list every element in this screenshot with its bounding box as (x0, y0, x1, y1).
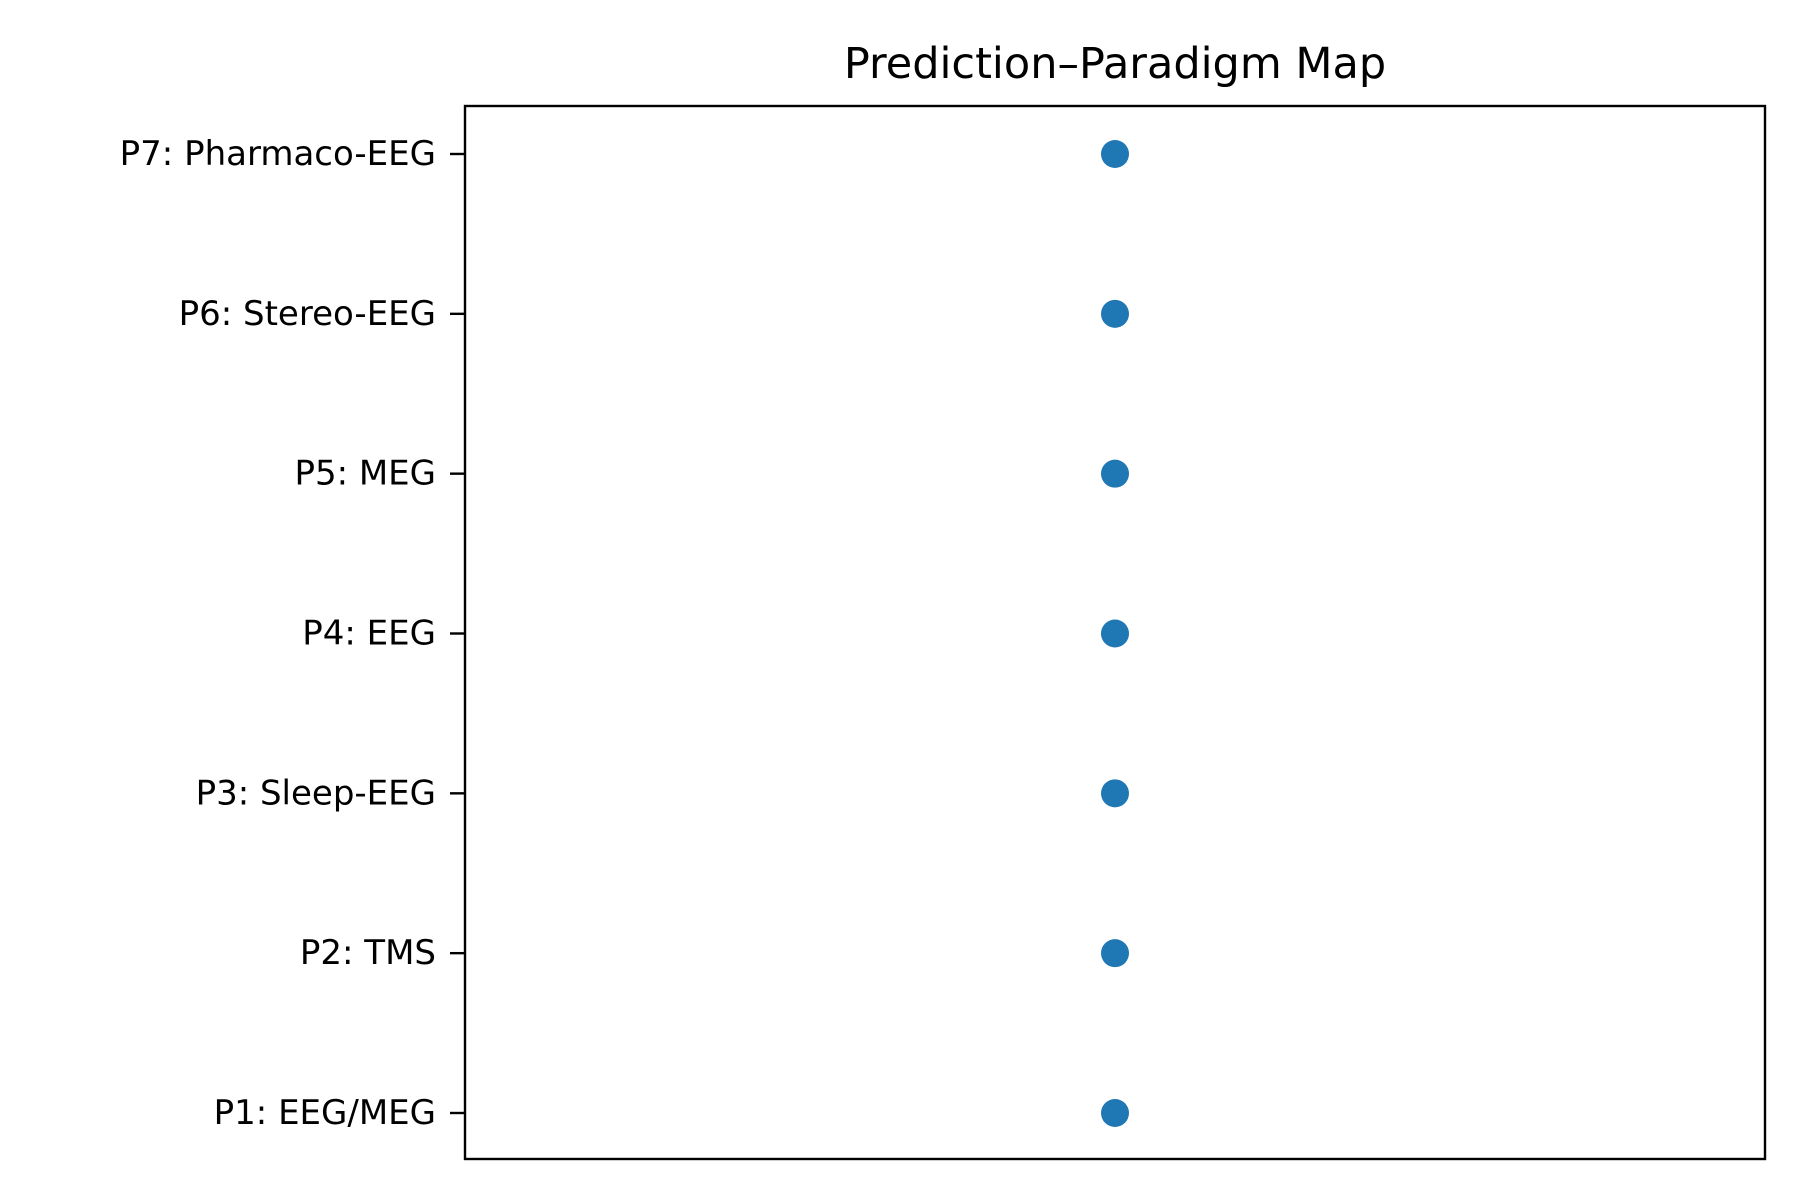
y-tick-label: P5: MEG (294, 454, 436, 494)
y-tick-label: P7: Pharmaco-EEG (120, 134, 436, 174)
y-tick-label: P4: EEG (302, 614, 436, 654)
scatter-point (1101, 939, 1129, 968)
scatter-point (1101, 299, 1129, 328)
y-tick-label: P6: Stereo-EEG (179, 294, 436, 334)
y-axis-tick-labels: P1: EEG/MEG P2: TMS P3: Sleep-EEG P4: EEG P5… (120, 134, 436, 1133)
scatter-point (1101, 140, 1129, 168)
chart-title: Prediction–Paradigm Map (844, 39, 1386, 89)
y-axis-ticks (450, 152, 465, 1115)
scatter-point (1101, 459, 1129, 488)
scatter-point (1101, 619, 1129, 648)
y-tick-label: P1: EEG/MEG (214, 1093, 436, 1133)
y-tick-label: P2: TMS (300, 933, 436, 973)
scatter-points (1101, 140, 1129, 1127)
scatter-point (1101, 779, 1129, 808)
scatter-point (1101, 1099, 1129, 1127)
plot-area: P1: EEG/MEG P2: TMS P3: Sleep-EEG P4: EEG P5… (120, 104, 1767, 1161)
y-tick-label: P3: Sleep-EEG (196, 773, 436, 813)
